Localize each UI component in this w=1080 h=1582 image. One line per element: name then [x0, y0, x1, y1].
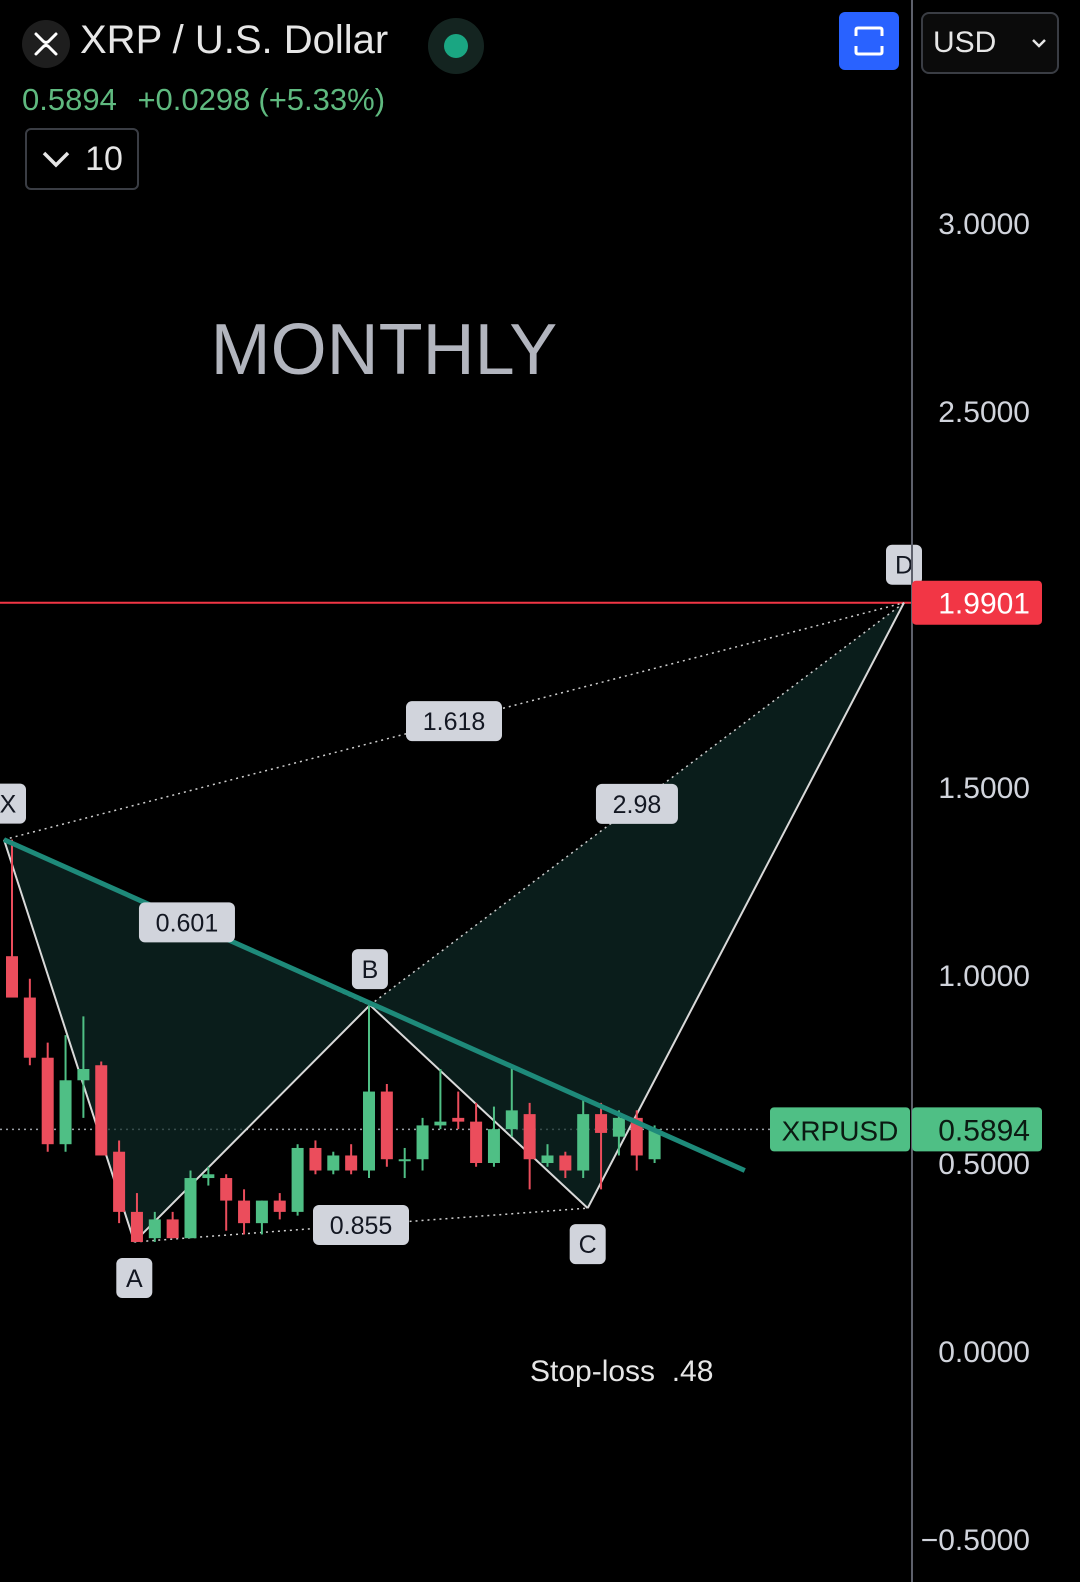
y-tick-label: 3.0000	[938, 208, 1030, 241]
symbol-title[interactable]: XRP / U.S. Dollar	[80, 18, 389, 62]
last-price: 0.5894	[22, 82, 117, 117]
indicators-toggle-button[interactable]: 10	[25, 128, 139, 190]
y-tick-label: 1.5000	[938, 772, 1030, 805]
price-change: +0.0298	[137, 82, 251, 117]
candle-body	[273, 1200, 286, 1212]
stop-loss-annotation: Stop-loss .48	[530, 1355, 713, 1388]
fullscreen-icon	[854, 26, 884, 56]
candle-body	[23, 997, 36, 1058]
ratio-label: 0.601	[156, 909, 219, 937]
ratio-label: 2.98	[613, 791, 662, 819]
indicator-count: 10	[85, 139, 123, 178]
harmonic-point-label: D	[895, 552, 913, 580]
candle-body	[166, 1219, 179, 1239]
xrp-logo-icon	[22, 20, 70, 68]
candle-body	[238, 1200, 251, 1224]
ratio-label: 1.618	[423, 708, 486, 736]
candle-body	[255, 1200, 268, 1224]
candle-body	[505, 1110, 518, 1130]
harmonic-point-label: X	[0, 791, 17, 819]
ratio-badge	[138, 902, 235, 943]
candle-body	[291, 1147, 304, 1212]
candle-body	[398, 1159, 411, 1162]
target-price-badge	[912, 580, 1042, 625]
y-tick-label: 0.0000	[938, 1336, 1030, 1369]
harmonic-point-badge	[116, 1257, 153, 1298]
candle-body	[202, 1174, 215, 1179]
y-tick-label: 0.5000	[938, 1148, 1030, 1181]
candle-body	[523, 1114, 536, 1160]
candle-body	[416, 1125, 429, 1160]
symbol-label: XRPUSD	[782, 1115, 899, 1146]
candle-body	[77, 1069, 90, 1081]
ratio-line	[134, 1207, 588, 1243]
harmonic-leg-bc	[369, 1004, 589, 1209]
chevron-down-icon	[42, 151, 70, 168]
candle-body	[59, 1080, 72, 1145]
currency-select[interactable]: USD	[921, 12, 1059, 74]
candle-body	[6, 956, 18, 998]
harmonic-point-badge	[351, 949, 388, 990]
harmonic-leg-xa	[3, 839, 136, 1243]
descending-trendline	[2, 837, 746, 1173]
currency-value: USD	[933, 26, 997, 59]
price-change-percent: (+5.33%)	[258, 82, 386, 117]
candle-body	[220, 1178, 233, 1201]
candle-body	[452, 1117, 465, 1122]
candle-body	[95, 1065, 108, 1156]
harmonic-leg-cd	[586, 602, 905, 1209]
last-price-badge	[912, 1107, 1042, 1152]
market-open-dot-icon	[444, 34, 468, 58]
candle-body	[380, 1091, 393, 1160]
candle-body	[148, 1219, 161, 1239]
candle-body	[309, 1147, 322, 1171]
candle-body	[612, 1117, 625, 1137]
harmonic-point-label: A	[126, 1265, 143, 1293]
candle-body	[345, 1155, 358, 1171]
harmonic-xab-fill	[4, 839, 370, 1242]
candle-body	[559, 1155, 572, 1171]
candle-body	[41, 1057, 54, 1145]
harmonic-point-badge	[0, 783, 26, 824]
ratio-line	[3, 601, 905, 841]
y-tick-label: 2.5000	[938, 396, 1030, 429]
candle-body	[648, 1129, 661, 1160]
ratio-label: 0.855	[330, 1212, 393, 1240]
candle-body	[595, 1114, 608, 1133]
harmonic-point-label: C	[579, 1231, 597, 1259]
candle-body	[327, 1155, 340, 1171]
harmonic-leg-ab	[133, 1004, 371, 1243]
ratio-badge	[406, 701, 502, 742]
market-status-indicator[interactable]	[428, 18, 484, 74]
timeframe-watermark: MONTHLY	[211, 310, 558, 390]
candle-body	[363, 1091, 375, 1171]
price-summary: 0.5894 +0.0298 (+5.33%)	[22, 82, 397, 118]
ratio-badge	[595, 783, 678, 824]
candle-body	[630, 1117, 643, 1156]
harmonic-point-label: B	[362, 956, 379, 984]
y-tick-label: 1.0000	[938, 960, 1030, 993]
symbol-badge	[770, 1107, 910, 1152]
harmonic-point-badge	[569, 1224, 606, 1265]
fullscreen-button[interactable]	[839, 12, 899, 70]
harmonic-bcd-fill	[369, 602, 904, 1209]
candle-body	[470, 1121, 483, 1163]
last-price-label: 0.5894	[938, 1114, 1030, 1147]
candle-body	[184, 1178, 197, 1239]
candle-body	[434, 1121, 447, 1126]
chevron-down-icon	[1032, 39, 1046, 48]
candle-body	[487, 1129, 500, 1163]
target-price-label: 1.9901	[938, 588, 1030, 621]
candle-body	[130, 1211, 143, 1242]
candle-body	[113, 1151, 126, 1212]
candle-body	[577, 1114, 590, 1171]
y-tick-label: −0.5000	[921, 1524, 1030, 1557]
candle-body	[541, 1155, 554, 1163]
ratio-badge	[313, 1205, 409, 1246]
